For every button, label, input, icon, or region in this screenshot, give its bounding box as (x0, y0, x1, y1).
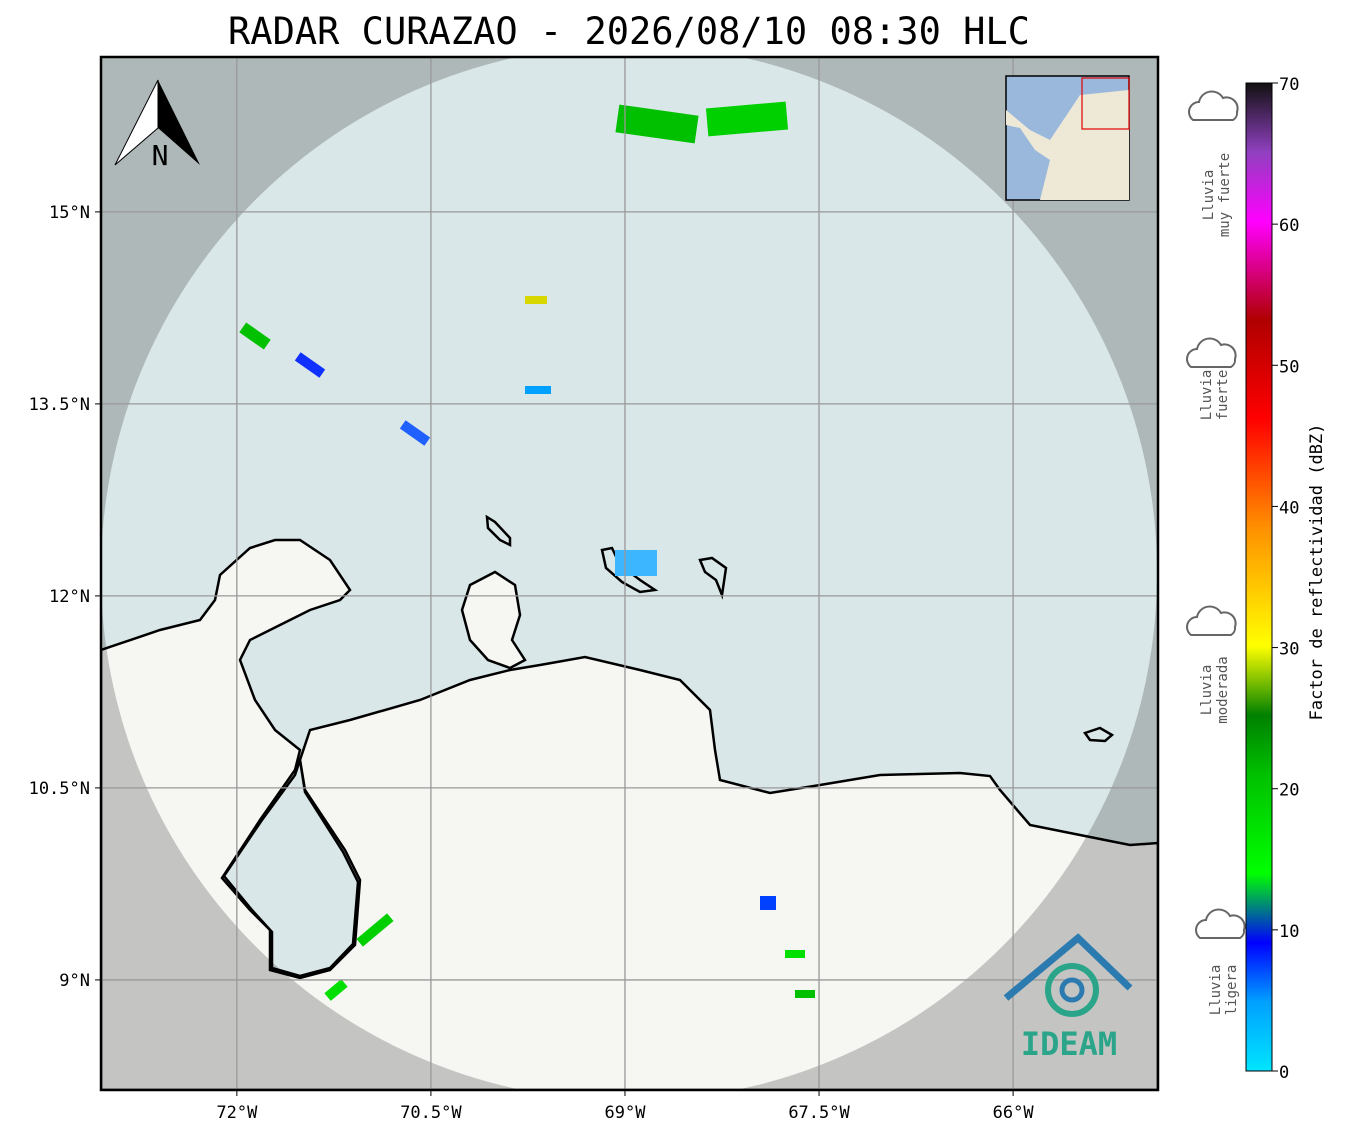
colorbar-tick-label: 20 (1279, 781, 1299, 801)
x-tick-label: 69°W (604, 1103, 646, 1123)
y-tick-label: 12°N (49, 587, 90, 607)
cloud-icon (1186, 605, 1237, 636)
cloud-icon (1188, 90, 1239, 121)
logo-text: IDEAM (1021, 1025, 1117, 1063)
title: RADAR CURAZAO - 2026/08/10 08:30 HLC (228, 10, 1030, 53)
colorbar-tick-label: 30 (1279, 640, 1299, 660)
y-tick-label: 10.5°N (29, 779, 90, 799)
cloud-icon (1186, 337, 1237, 368)
colorbar-tick-label: 70 (1279, 75, 1299, 95)
la-orchila (1082, 726, 1115, 743)
rain-legend-label: Lluvia (1199, 370, 1215, 421)
x-tick-label: 67.5°W (788, 1103, 850, 1123)
x-tick-label: 66°W (993, 1103, 1035, 1123)
inset-map (1005, 75, 1130, 201)
rain-legend-label: moderada (1215, 656, 1231, 723)
colorbar-tick-label: 0 (1279, 1063, 1289, 1083)
colorbar (1245, 82, 1273, 1072)
cloud-icon (1195, 908, 1246, 939)
y-tick-label: 13.5°N (29, 395, 90, 415)
bonaire (698, 556, 728, 600)
colorbar-tick-label: 60 (1279, 216, 1299, 236)
colorbar-tick-label: 50 (1279, 357, 1299, 377)
map-frame (99, 55, 1160, 1092)
rain-legend-label: Lluvia (1208, 965, 1224, 1016)
rain-icons (1186, 90, 1246, 939)
map-area (101, 57, 1158, 1090)
x-tick-label: 70.5°W (400, 1103, 462, 1123)
rain-legend-label: Lluvia (1201, 170, 1217, 221)
colorbar-label: Factor de reflectividad (dBZ) (1307, 424, 1327, 721)
colorbar-tick-label: 10 (1279, 922, 1299, 942)
colorbar-tick-label: 40 (1279, 498, 1299, 518)
rain-legend-label: ligera (1224, 965, 1240, 1016)
maracaibo-lake (222, 759, 360, 978)
north-label: N (152, 139, 169, 172)
rain-legend-label: muy fuerte (1217, 153, 1233, 237)
radar-echoes (239, 101, 815, 1001)
y-tick-label: 15°N (49, 203, 90, 223)
x-tick-label: 72°W (216, 1103, 258, 1123)
north-arrow: N (114, 79, 200, 172)
aruba (485, 514, 512, 548)
y-tick-label: 9°N (59, 971, 90, 991)
mainland (101, 538, 1158, 1090)
ideam-logo: IDEAM (1003, 933, 1133, 1063)
rain-legend-label: Lluvia (1199, 665, 1215, 716)
rain-legend-label: fuerte (1215, 370, 1231, 421)
